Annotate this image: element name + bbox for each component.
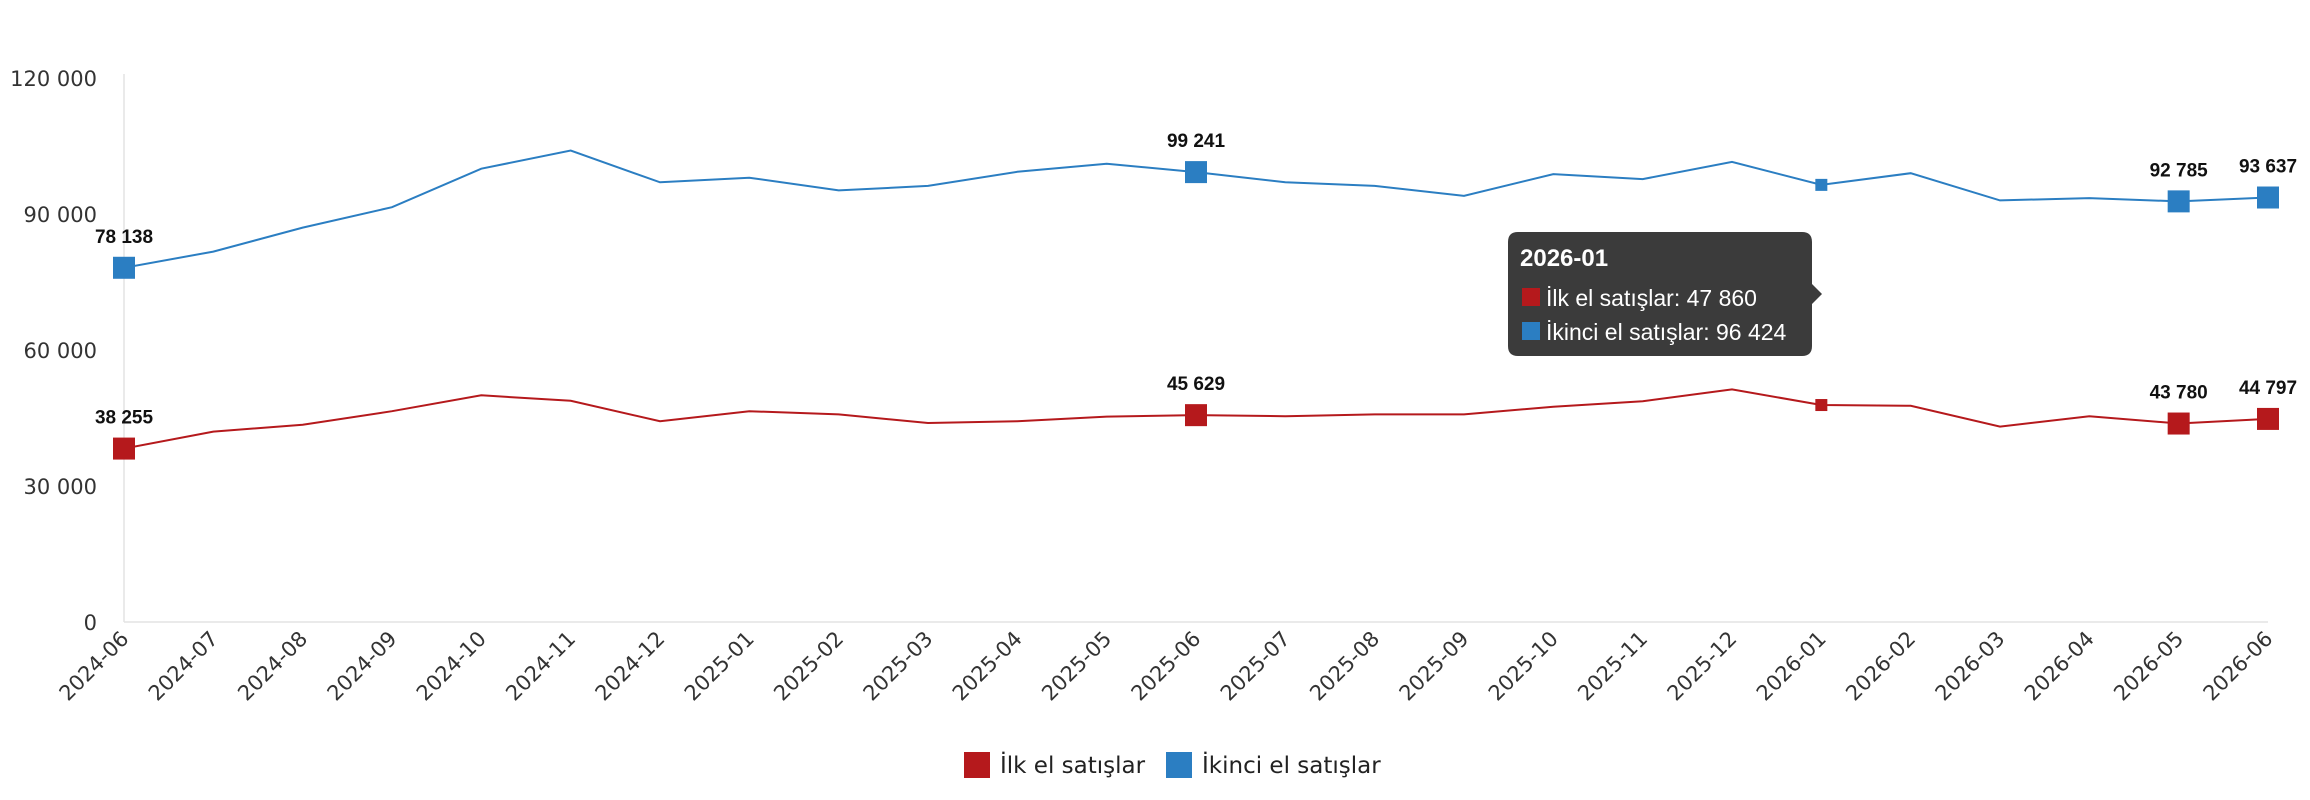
hover-point-marker xyxy=(1815,399,1828,412)
data-label: 92 785 xyxy=(2150,160,2209,181)
x-tick-label: 2025-03 xyxy=(859,627,938,706)
x-tick-label: 2024-11 xyxy=(501,627,580,706)
tooltip: 2026-01 İlk el satışlar: 47 860 İkinci el … xyxy=(1508,232,1822,356)
legend-swatch xyxy=(964,752,990,778)
legend-item: İkinci el satışlar xyxy=(1166,751,1381,779)
data-label: 99 241 xyxy=(1167,131,1226,152)
x-tick-label: 2025-04 xyxy=(948,627,1027,706)
tooltip-line: İkinci el satışlar: 96 424 xyxy=(1546,319,1787,345)
data-point-marker xyxy=(113,437,135,460)
legend-swatch xyxy=(1166,752,1192,778)
data-point-marker xyxy=(2167,190,2190,213)
legend-label: İlk el satışlar xyxy=(1000,751,1146,779)
data-point-marker xyxy=(113,256,135,279)
y-tick-label: 90 000 xyxy=(24,203,97,227)
data-point-marker xyxy=(2257,186,2279,209)
x-tick-label: 2025-05 xyxy=(1037,627,1116,706)
legend: İlk el satışlar İkinci el satışlar xyxy=(964,751,1381,779)
tooltip-swatch xyxy=(1522,288,1540,306)
y-tick-label: 60 000 xyxy=(24,339,97,363)
x-tick-label: 2026-04 xyxy=(2020,627,2099,706)
y-tick-label: 120 000 xyxy=(10,67,97,91)
x-tick-label: 2026-05 xyxy=(2109,627,2188,706)
x-tick-label: 2026-03 xyxy=(1931,627,2010,706)
x-tick-label: 2025-06 xyxy=(1127,627,1206,706)
x-tick-label: 2024-12 xyxy=(591,627,670,706)
data-label: 38 255 xyxy=(95,408,154,429)
data-point-marker xyxy=(1185,161,1207,184)
data-label: 43 780 xyxy=(2150,383,2208,404)
legend-label: İkinci el satışlar xyxy=(1202,751,1381,779)
x-tick-label: 2024-08 xyxy=(233,627,312,706)
x-tick-label: 2024-10 xyxy=(412,627,491,706)
x-tick-label: 2025-08 xyxy=(1305,627,1384,706)
x-tick-label: 2025-10 xyxy=(1484,627,1563,706)
x-tick-label: 2024-09 xyxy=(323,627,402,706)
x-tick-label: 2025-11 xyxy=(1573,627,1652,706)
x-tick-label: 2026-01 xyxy=(1752,627,1831,706)
legend-item: İlk el satışlar xyxy=(964,751,1146,779)
data-label: 78 138 xyxy=(95,227,153,248)
x-tick-label: 2024-07 xyxy=(144,627,223,706)
data-labels: 38 255 45 629 43 780 44 797 78 138 99 241 92 7… xyxy=(95,131,2297,428)
hover-point-marker xyxy=(1815,178,1828,191)
data-point-marker xyxy=(2257,407,2279,430)
data-label: 93 637 xyxy=(2239,157,2297,178)
tooltip-swatch xyxy=(1522,322,1540,340)
data-point-marker xyxy=(1185,404,1207,427)
x-tick-label: 2025-01 xyxy=(680,627,759,706)
tooltip-title: 2026-01 xyxy=(1520,245,1608,272)
x-tick-label: 2025-02 xyxy=(769,627,848,706)
data-label: 45 629 xyxy=(1167,374,1225,395)
data-point-marker xyxy=(2167,412,2190,435)
tooltip-line: İlk el satışlar: 47 860 xyxy=(1546,285,1757,311)
y-tick-label: 0 xyxy=(84,611,97,635)
x-tick-label: 2025-09 xyxy=(1395,627,1474,706)
x-tick-label: 2026-02 xyxy=(1841,627,1920,706)
x-tick-label: 2026-06 xyxy=(2199,627,2278,706)
axes: 0 30 000 60 000 90 000 120 000 2024-06 2024-07… xyxy=(10,67,2277,706)
series-layer xyxy=(113,149,2279,460)
y-tick-label: 30 000 xyxy=(24,475,97,499)
tooltip-box xyxy=(1508,232,1822,356)
x-tick-label: 2024-06 xyxy=(55,627,134,706)
x-tick-label: 2025-12 xyxy=(1663,627,1742,706)
data-label: 44 797 xyxy=(2239,378,2297,399)
x-tick-label: 2025-07 xyxy=(1216,627,1295,706)
